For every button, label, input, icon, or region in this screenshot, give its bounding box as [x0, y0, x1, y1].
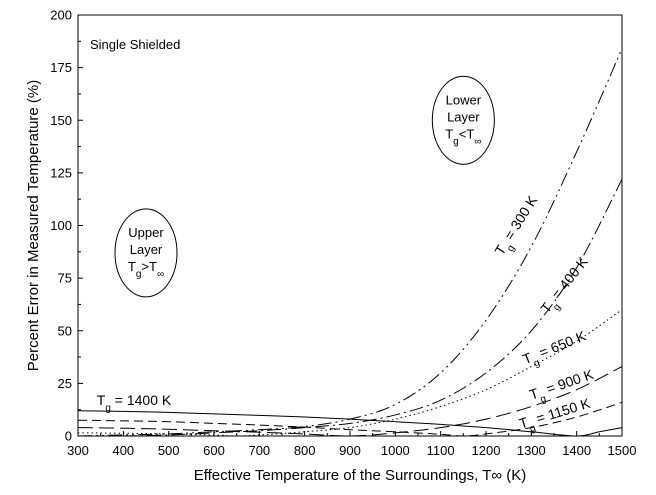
bubble-text-line: Layer: [130, 242, 163, 257]
y-tick-label: 25: [58, 376, 72, 391]
x-tick-label: 800: [294, 443, 316, 458]
curve-label-tg-650: Tg = 650 K: [520, 327, 590, 372]
x-tick-label: 500: [158, 443, 180, 458]
upper-layer-bubble: [114, 208, 178, 298]
y-tick-label: 150: [50, 113, 72, 128]
x-tick-label: 700: [248, 443, 270, 458]
curve-tg-900: [77, 366, 623, 437]
curve-tg-1150: [77, 401, 623, 437]
x-tick-label: 1400: [562, 443, 591, 458]
lower-layer-bubble: [431, 75, 495, 165]
annotation-single-shielded: Single Shielded: [90, 37, 180, 52]
y-axis-title: Percent Error in Measured Temperature (%…: [25, 80, 42, 372]
bubble-equation: Tg>T∞: [128, 259, 164, 280]
y-tick-label: 125: [50, 165, 72, 180]
bubble-equation: Tg<T∞: [445, 126, 481, 147]
x-axis-title: Effective Temperature of the Surrounding…: [194, 467, 527, 484]
x-tick-label: 300: [67, 443, 89, 458]
x-tick-label: 400: [112, 443, 134, 458]
curve-tg-650: [77, 309, 623, 437]
bubble-text-line: Layer: [447, 109, 480, 124]
x-tick-label: 900: [339, 443, 361, 458]
y-tick-label: 50: [58, 323, 72, 338]
x-tick-label: 1100: [427, 443, 455, 458]
x-tick-label: 1200: [472, 443, 501, 458]
curve-label-tg-400: Tg = 400 K: [537, 253, 595, 319]
y-tick-label: 200: [50, 8, 72, 23]
bubble-text-line: Lower: [446, 92, 482, 107]
y-tick-label: 75: [58, 271, 72, 286]
curve-label-tg-1400: Tg = 1400 K: [97, 392, 172, 414]
curve-label-tg-300: Tg = 300 K: [491, 192, 545, 260]
curve-tg-400: [123, 178, 623, 437]
curve-tg-300: [77, 48, 623, 437]
x-tick-label: 1300: [517, 443, 546, 458]
x-tick-label: 1000: [381, 443, 410, 458]
y-tick-label: 175: [50, 60, 72, 75]
bubble-text-line: Upper: [128, 225, 164, 240]
y-tick-label: 100: [50, 218, 72, 233]
y-tick-label: 0: [65, 429, 72, 444]
curve-tg-1400: [77, 410, 623, 437]
x-tick-label: 600: [203, 443, 225, 458]
x-tick-label: 1500: [608, 443, 637, 458]
